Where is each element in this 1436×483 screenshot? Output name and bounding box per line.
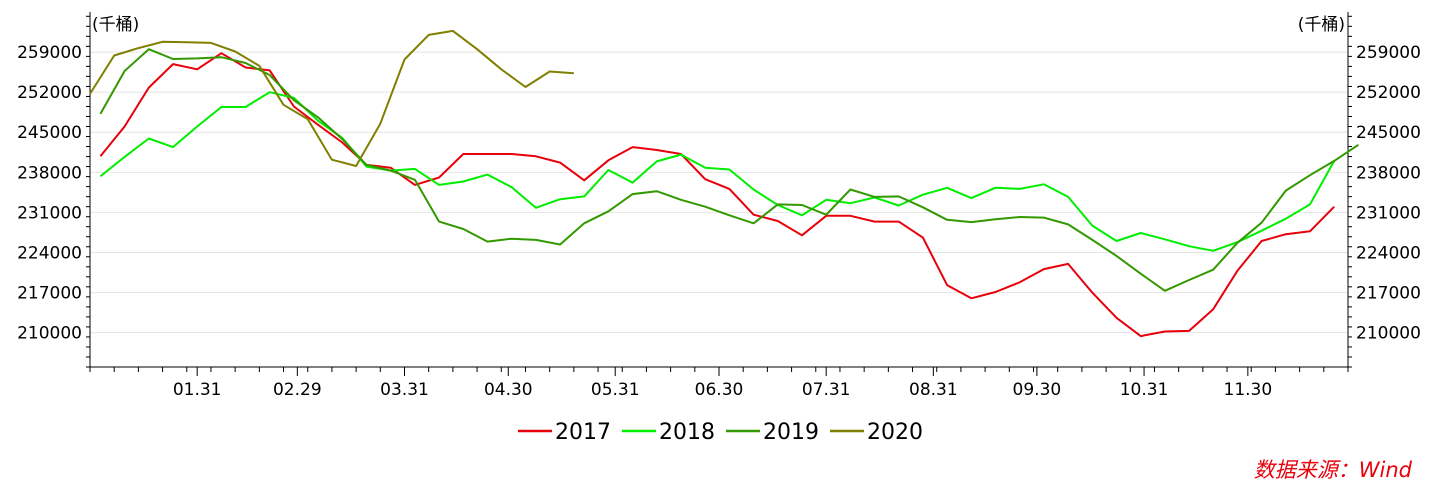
gridlines <box>90 51 1348 334</box>
series-lines <box>89 29 1359 338</box>
x-tick-label: 02.29 <box>273 380 322 400</box>
tick-labels: 210000 210000 217000 217000 224000 224000 2310… <box>17 43 1421 400</box>
x-tick-label: 05.31 <box>591 380 640 400</box>
y-tick-right: 245000 <box>1356 123 1421 143</box>
series-line-2018 <box>99 91 1336 252</box>
y-tick-right: 210000 <box>1356 324 1421 344</box>
series-line-2019 <box>99 48 1359 292</box>
x-tick-label: 03.31 <box>380 380 429 400</box>
y-tick-right: 252000 <box>1356 83 1421 103</box>
y-tick-right: 224000 <box>1356 243 1421 263</box>
y-tick-left: 224000 <box>17 243 82 263</box>
x-tick-label: 01.31 <box>173 380 222 400</box>
x-tick-label: 11.30 <box>1224 380 1273 400</box>
x-tick-label: 10.31 <box>1120 380 1169 400</box>
x-tick-label: 09.30 <box>1013 380 1062 400</box>
legend: 2017 2018 2019 2020 <box>518 420 923 445</box>
source-note: 数据来源：Wind <box>1254 458 1413 482</box>
y-tick-left: 238000 <box>17 163 82 183</box>
x-tick-label: 08.31 <box>909 380 958 400</box>
x-tick-label: 06.30 <box>695 380 744 400</box>
y-tick-left: 252000 <box>17 83 82 103</box>
y-axis-unit-right: (千桶) <box>1298 15 1345 35</box>
x-tick-label: 04.30 <box>484 380 533 400</box>
legend-label-2019: 2019 <box>763 420 819 445</box>
y-axis-unit-left: (千桶) <box>92 15 139 35</box>
y-tick-left: 245000 <box>17 123 82 143</box>
x-tick-label: 07.31 <box>802 380 851 400</box>
axes <box>86 12 1352 376</box>
legend-label-2017: 2017 <box>555 420 611 445</box>
y-tick-left: 217000 <box>17 284 82 304</box>
series-line-2017 <box>99 52 1335 338</box>
legend-label-2018: 2018 <box>659 420 715 445</box>
legend-label-2020: 2020 <box>867 420 923 445</box>
y-tick-left: 259000 <box>17 43 82 63</box>
y-tick-right: 217000 <box>1356 284 1421 304</box>
y-tick-right: 259000 <box>1356 43 1421 63</box>
y-tick-right: 238000 <box>1356 163 1421 183</box>
y-tick-right: 231000 <box>1356 203 1421 223</box>
y-tick-left: 210000 <box>17 324 82 344</box>
y-tick-left: 231000 <box>17 203 82 223</box>
series-line-2020 <box>89 29 574 167</box>
